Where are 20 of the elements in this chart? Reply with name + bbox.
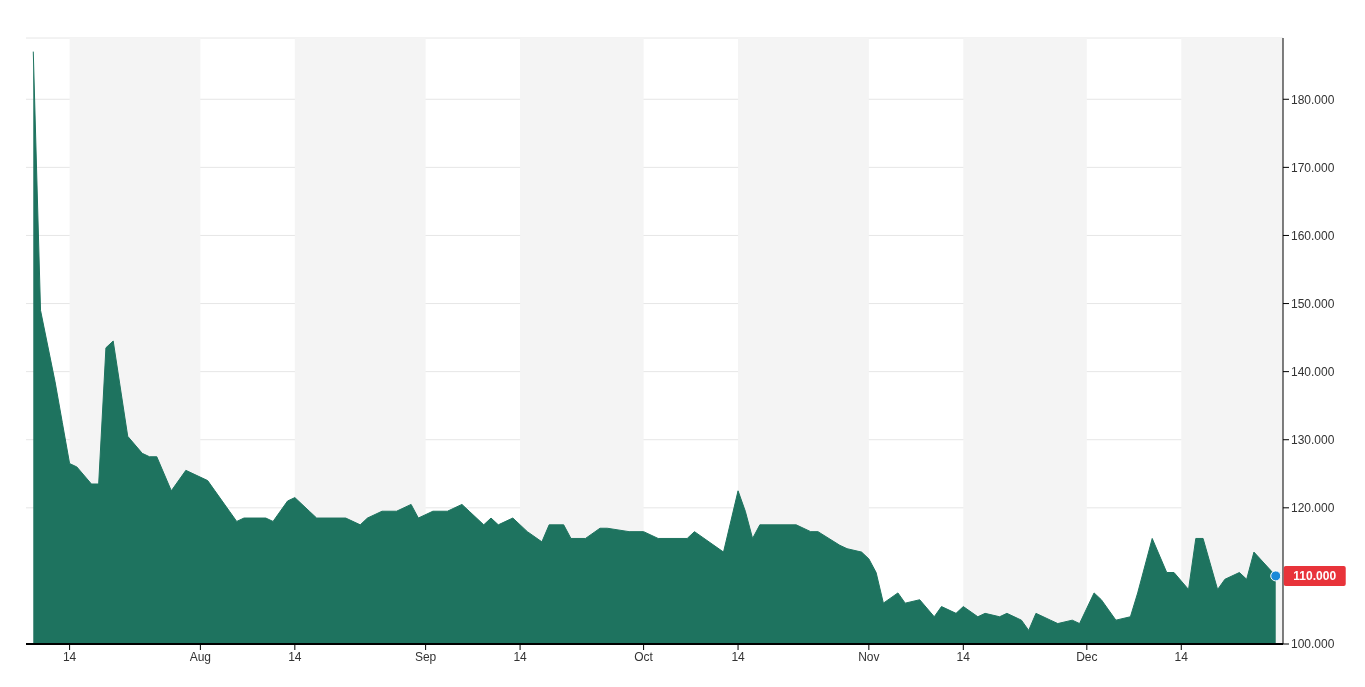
x-tick-label: 14 [288,649,302,664]
x-tick-label: Aug [189,649,212,664]
y-tick-label: 180.000 [1291,92,1335,107]
x-tick-label: 14 [62,649,77,664]
x-tick-label: Nov [858,649,880,664]
x-tick-label: 14 [513,649,528,664]
x-tick-label: Sep [414,649,437,664]
x-tick-label: 14 [1174,649,1189,664]
annotation: 110.000 [1293,568,1337,583]
x-tick-label: Oct [634,649,654,664]
y-tick-label: 100.000 [1291,637,1335,652]
y-tick-label: 140.000 [1291,364,1335,379]
x-tick-label: 14 [731,649,746,664]
y-tick-label: 170.000 [1291,160,1335,175]
x-tick-label: Dec [1076,649,1098,664]
y-tick-label: 160.000 [1291,228,1335,243]
x-tick-label: 14 [956,649,971,664]
y-tick-label: 120.000 [1291,501,1335,516]
y-tick-label: 130.000 [1291,432,1335,447]
y-tick-label: 150.000 [1291,296,1335,311]
